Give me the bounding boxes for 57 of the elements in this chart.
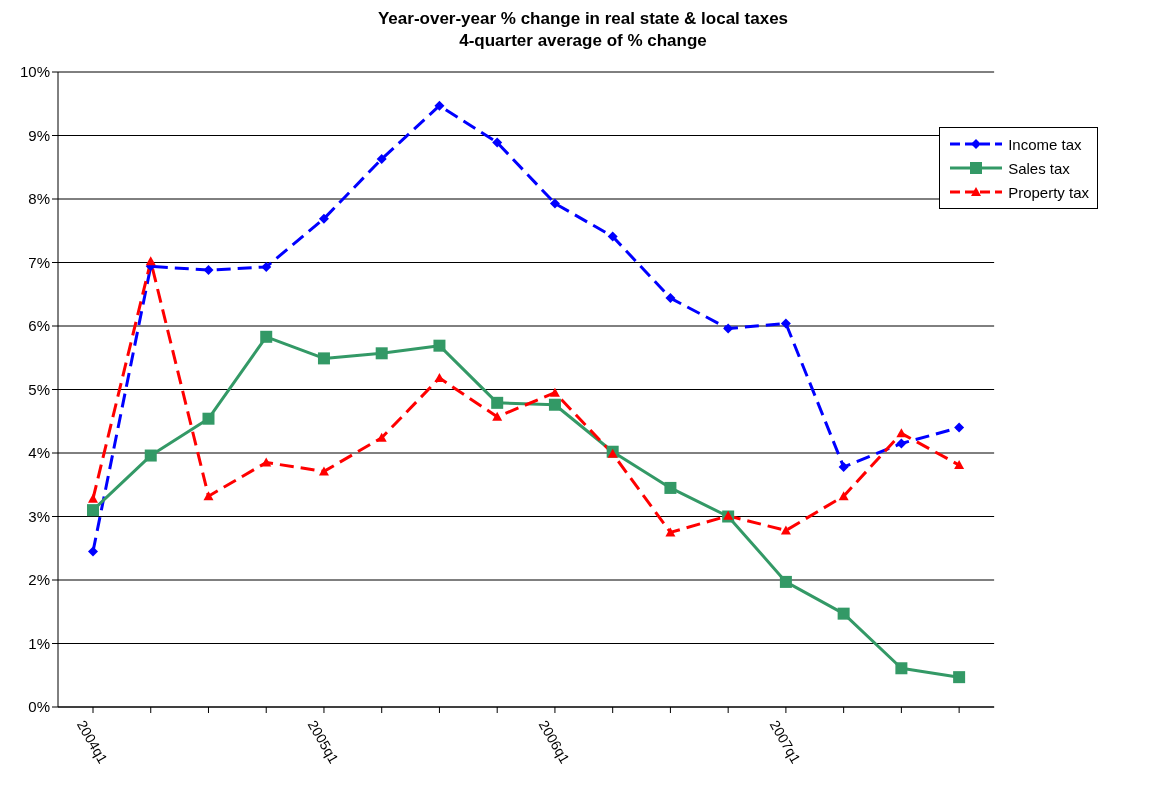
point	[492, 411, 503, 421]
point	[261, 261, 272, 272]
point	[492, 137, 503, 148]
y-tick-label: 5%	[28, 380, 50, 398]
point	[780, 318, 791, 329]
point	[665, 293, 676, 304]
y-tick-label: 9%	[28, 126, 50, 144]
point	[88, 546, 98, 557]
point	[896, 438, 907, 449]
point	[318, 466, 329, 476]
point	[549, 198, 560, 209]
point	[434, 100, 445, 111]
point	[548, 398, 561, 411]
point	[779, 575, 792, 588]
point	[954, 422, 965, 433]
point	[261, 457, 272, 467]
chart-title: Year-over-year % change in real state & local taxes	[376, 8, 790, 30]
point	[838, 491, 849, 501]
chart-subtitle: 4-quarter average of % change	[458, 30, 708, 52]
point	[145, 256, 156, 266]
point	[202, 412, 215, 425]
y-tick-label: 7%	[28, 253, 50, 271]
point	[317, 352, 330, 365]
y-tick-label: 1%	[28, 634, 50, 652]
y-tick-label: 3%	[28, 507, 50, 525]
point	[88, 493, 98, 503]
point	[664, 481, 677, 494]
point	[433, 339, 446, 352]
point	[665, 527, 676, 537]
point	[953, 671, 966, 684]
point	[260, 330, 273, 343]
legend-label: Sales tax	[1008, 159, 1070, 177]
point	[549, 387, 560, 397]
point	[318, 213, 329, 224]
y-tick-label: 8%	[28, 190, 50, 208]
point	[375, 347, 388, 360]
point	[376, 154, 387, 164]
point	[723, 323, 734, 334]
point	[203, 265, 214, 276]
y-tick-label: 6%	[28, 317, 50, 335]
legend-label: Income tax	[1008, 135, 1082, 153]
point	[491, 396, 504, 409]
y-tick-label: 0%	[28, 698, 50, 716]
point	[837, 607, 850, 620]
y-tick-label: 10%	[19, 63, 50, 81]
point	[896, 428, 907, 438]
y-tick-label: 4%	[28, 444, 50, 462]
point	[954, 460, 965, 470]
point	[376, 432, 387, 442]
point	[895, 662, 908, 675]
point	[87, 504, 99, 517]
point	[203, 491, 214, 501]
y-tick-label: 2%	[28, 571, 50, 589]
point	[838, 461, 849, 472]
legend-label: Property tax	[1008, 183, 1089, 201]
point	[144, 449, 157, 462]
point	[607, 231, 618, 242]
